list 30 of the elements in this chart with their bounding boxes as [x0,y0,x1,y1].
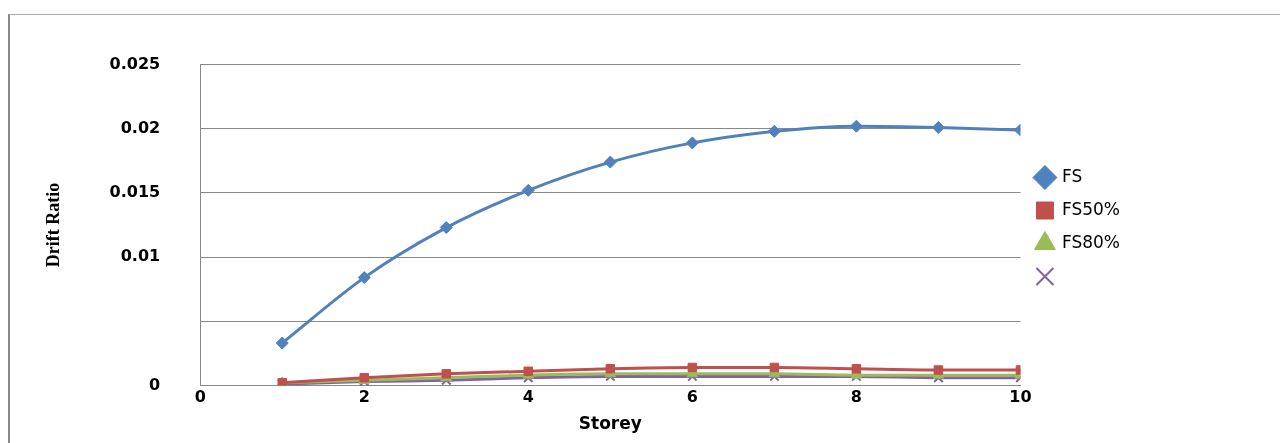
point [849,119,863,133]
y-tick-label: 0.025 [109,53,161,73]
point [439,221,453,235]
point [275,336,289,350]
x-tick-label: 8 [850,387,862,407]
point [603,155,617,169]
y-tick-label: 0 [149,374,161,394]
point [769,362,780,373]
x-tick-label: 6 [686,387,698,407]
point [933,365,944,375]
point [687,362,698,373]
point [685,136,699,150]
y-tick-label: 0.01 [120,246,161,266]
x-tick-label: 10 [1009,387,1032,407]
point [357,271,371,285]
legend-label: FS80% [1061,231,1121,252]
y-tick-label: 0.02 [120,117,161,137]
legend-label: FS [1061,165,1083,186]
point [767,124,781,138]
y-tick-label: 0.015 [109,182,161,202]
y-axis-title: Drift Ratio [43,182,64,268]
point [931,120,945,134]
x-axis-title: Storey [578,413,642,434]
point [521,183,535,197]
x-tick-label: 2 [358,387,370,407]
point [851,363,862,374]
x-tick-label: 0 [194,387,206,407]
point [605,363,616,374]
legend-label: FS50% [1061,198,1121,219]
x-tick-label: 4 [522,387,534,407]
